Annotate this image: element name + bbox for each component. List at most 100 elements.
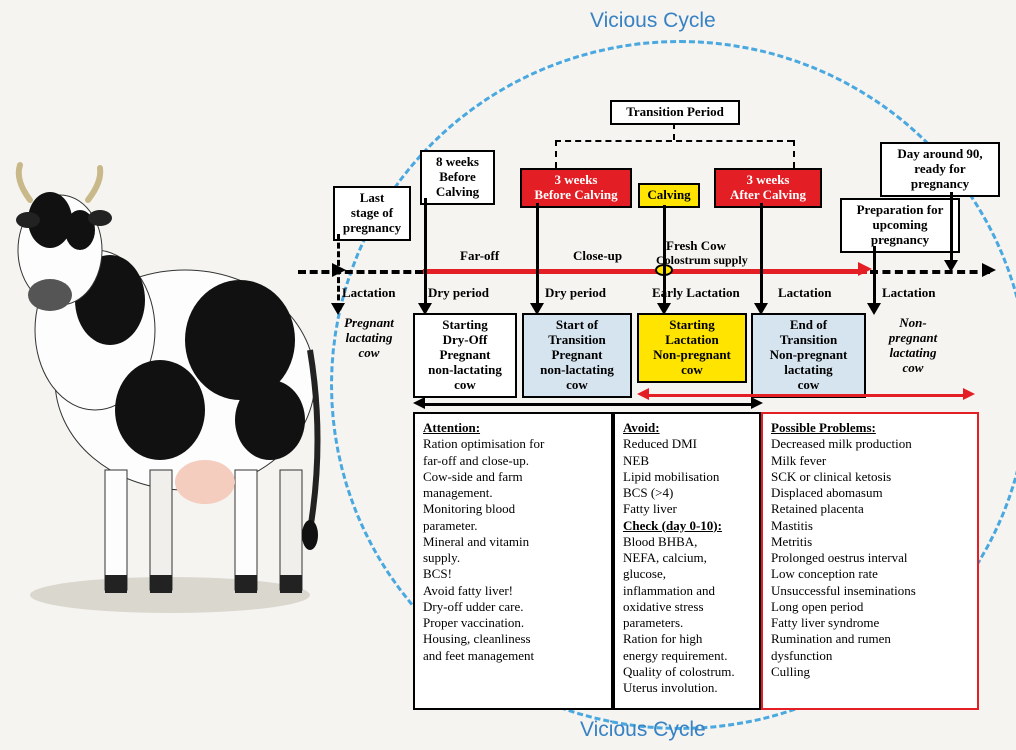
label-faroff: Far-off <box>460 248 499 264</box>
panel-line: parameter. <box>423 518 603 534</box>
transition-connector-c <box>673 123 675 140</box>
attention-body: Ration optimisation forfar-off and close… <box>423 436 603 664</box>
check-body: Blood BHBA,NEFA, calcium,glucose,inflamm… <box>623 534 751 697</box>
panel-line: Ration for high <box>623 631 751 647</box>
avoid-panel: Avoid: Reduced DMINEBLipid mobilisationB… <box>613 412 761 710</box>
cow-image <box>10 100 330 620</box>
black-bidir-head-r <box>751 397 763 409</box>
panel-line: oxidative stress <box>623 599 751 615</box>
eight-weeks-text: 8 weeks Before Calving <box>436 154 479 199</box>
three-after-text: 3 weeks After Calving <box>730 172 806 202</box>
panel-line: management. <box>423 485 603 501</box>
panel-line: Metritis <box>771 534 969 550</box>
title-bottom: Vicious Cycle <box>580 718 706 742</box>
panel-line: Fatty liver <box>623 501 751 517</box>
down-arrow-line-5 <box>873 246 876 310</box>
panel-line: Uterus involution. <box>623 680 751 696</box>
panel-line: Housing, cleanliness <box>423 631 603 647</box>
last-stage-box: Last stage of pregnancy <box>333 186 411 241</box>
panel-line: Fatty liver syndrome <box>771 615 969 631</box>
prep-upcoming-box: Preparation for upcoming pregnancy <box>840 198 960 253</box>
calving-box: Calving <box>638 183 700 208</box>
panel-line: far-off and close-up. <box>423 453 603 469</box>
timeline-lead <box>298 270 423 274</box>
status-s3-text: Starting Lactation Non-pregnant cow <box>653 317 731 377</box>
panel-line: Unsuccessful inseminations <box>771 583 969 599</box>
panel-line: Blood BHBA, <box>623 534 751 550</box>
red-bidir-line <box>649 394 965 397</box>
panel-line: BCS (>4) <box>623 485 751 501</box>
three-before-text: 3 weeks Before Calving <box>534 172 617 202</box>
day90-box: Day around 90, ready for pregnancy <box>880 142 1000 197</box>
avoid-heading: Avoid: <box>623 420 751 436</box>
red-bidir-head-l <box>637 388 649 400</box>
avoid-body: Reduced DMINEBLipid mobilisationBCS (>4)… <box>623 436 751 517</box>
down-arrow-line-1 <box>424 198 427 310</box>
panel-line: Reduced DMI <box>623 436 751 452</box>
down-arrow-line-2 <box>536 203 539 310</box>
panel-line: Monitoring blood <box>423 501 603 517</box>
status-s0: Pregnant lactating cow <box>333 313 405 364</box>
panel-line: Avoid fatty liver! <box>423 583 603 599</box>
panel-line: Ration optimisation for <box>423 436 603 452</box>
timeline-red <box>423 269 867 274</box>
panel-line: Culling <box>771 664 969 680</box>
transition-connector-h <box>555 140 793 142</box>
panel-line: Low conception rate <box>771 566 969 582</box>
timeline-tail-head <box>982 263 996 277</box>
status-s3: Starting Lactation Non-pregnant cow <box>637 313 747 383</box>
down-arrow-line-4 <box>760 203 763 310</box>
panel-line: Mineral and vitamin <box>423 534 603 550</box>
attention-panel: Attention: Ration optimisation forfar-of… <box>413 412 613 710</box>
panel-line: Long open period <box>771 599 969 615</box>
transition-period-box: Transition Period <box>610 100 740 125</box>
calving-text: Calving <box>647 187 690 202</box>
panel-line: parameters. <box>623 615 751 631</box>
panel-line: Retained placenta <box>771 501 969 517</box>
timeline-tail <box>870 270 990 274</box>
panel-line: NEB <box>623 453 751 469</box>
label-lactation-1: Lactation <box>778 285 831 301</box>
panel-line: Decreased milk production <box>771 436 969 452</box>
eight-weeks-box: 8 weeks Before Calving <box>420 150 495 205</box>
down-arrow-line-6 <box>950 192 953 267</box>
panel-line: inflammation and <box>623 583 751 599</box>
label-dry2: Dry period <box>545 285 606 301</box>
down-arrow-head-6 <box>944 260 958 272</box>
status-s1: Starting Dry-Off Pregnant non-lactating … <box>413 313 517 398</box>
prep-upcoming-text: Preparation for upcoming pregnancy <box>857 202 944 247</box>
label-lactation-2: Lactation <box>882 285 935 301</box>
status-s2: Start of Transition Pregnant non-lactati… <box>522 313 632 398</box>
label-lactation-0: Lactation <box>342 285 395 301</box>
panel-line: Mastitis <box>771 518 969 534</box>
status-s1-text: Starting Dry-Off Pregnant non-lactating … <box>428 317 502 392</box>
problems-panel: Possible Problems: Decreased milk produc… <box>761 412 979 710</box>
status-s5-text: Non- pregnant lactating cow <box>889 315 937 375</box>
label-closeup: Close-up <box>573 248 622 264</box>
three-after-box: 3 weeks After Calving <box>714 168 822 208</box>
panel-line: Rumination and rumen <box>771 631 969 647</box>
panel-line: Quality of colostrum. <box>623 664 751 680</box>
status-s2-text: Start of Transition Pregnant non-lactati… <box>540 317 614 392</box>
attention-heading: Attention: <box>423 420 603 436</box>
panel-line: dysfunction <box>771 648 969 664</box>
down-arrow-line-3 <box>663 205 666 310</box>
panel-line: glucose, <box>623 566 751 582</box>
panel-line: and feet management <box>423 648 603 664</box>
transition-connector-l <box>555 140 557 168</box>
panel-line: Proper vaccination. <box>423 615 603 631</box>
day90-text: Day around 90, ready for pregnancy <box>897 146 982 191</box>
label-freshcow: Fresh Cow <box>666 238 726 254</box>
transition-connector-r <box>793 140 795 168</box>
panel-line: Dry-off udder care. <box>423 599 603 615</box>
black-bidir-head-l <box>413 397 425 409</box>
down-arrow-line-0 <box>337 234 340 309</box>
panel-line: NEFA, calcium, <box>623 550 751 566</box>
black-bidir-line <box>425 403 753 406</box>
three-before-box: 3 weeks Before Calving <box>520 168 632 208</box>
status-s0-text: Pregnant lactating cow <box>344 315 394 360</box>
red-bidir-head-r <box>963 388 975 400</box>
status-s5: Non- pregnant lactating cow <box>874 313 952 379</box>
status-s4-text: End of Transition Non-pregnant lactating… <box>770 317 848 392</box>
panel-line: Lipid mobilisation <box>623 469 751 485</box>
